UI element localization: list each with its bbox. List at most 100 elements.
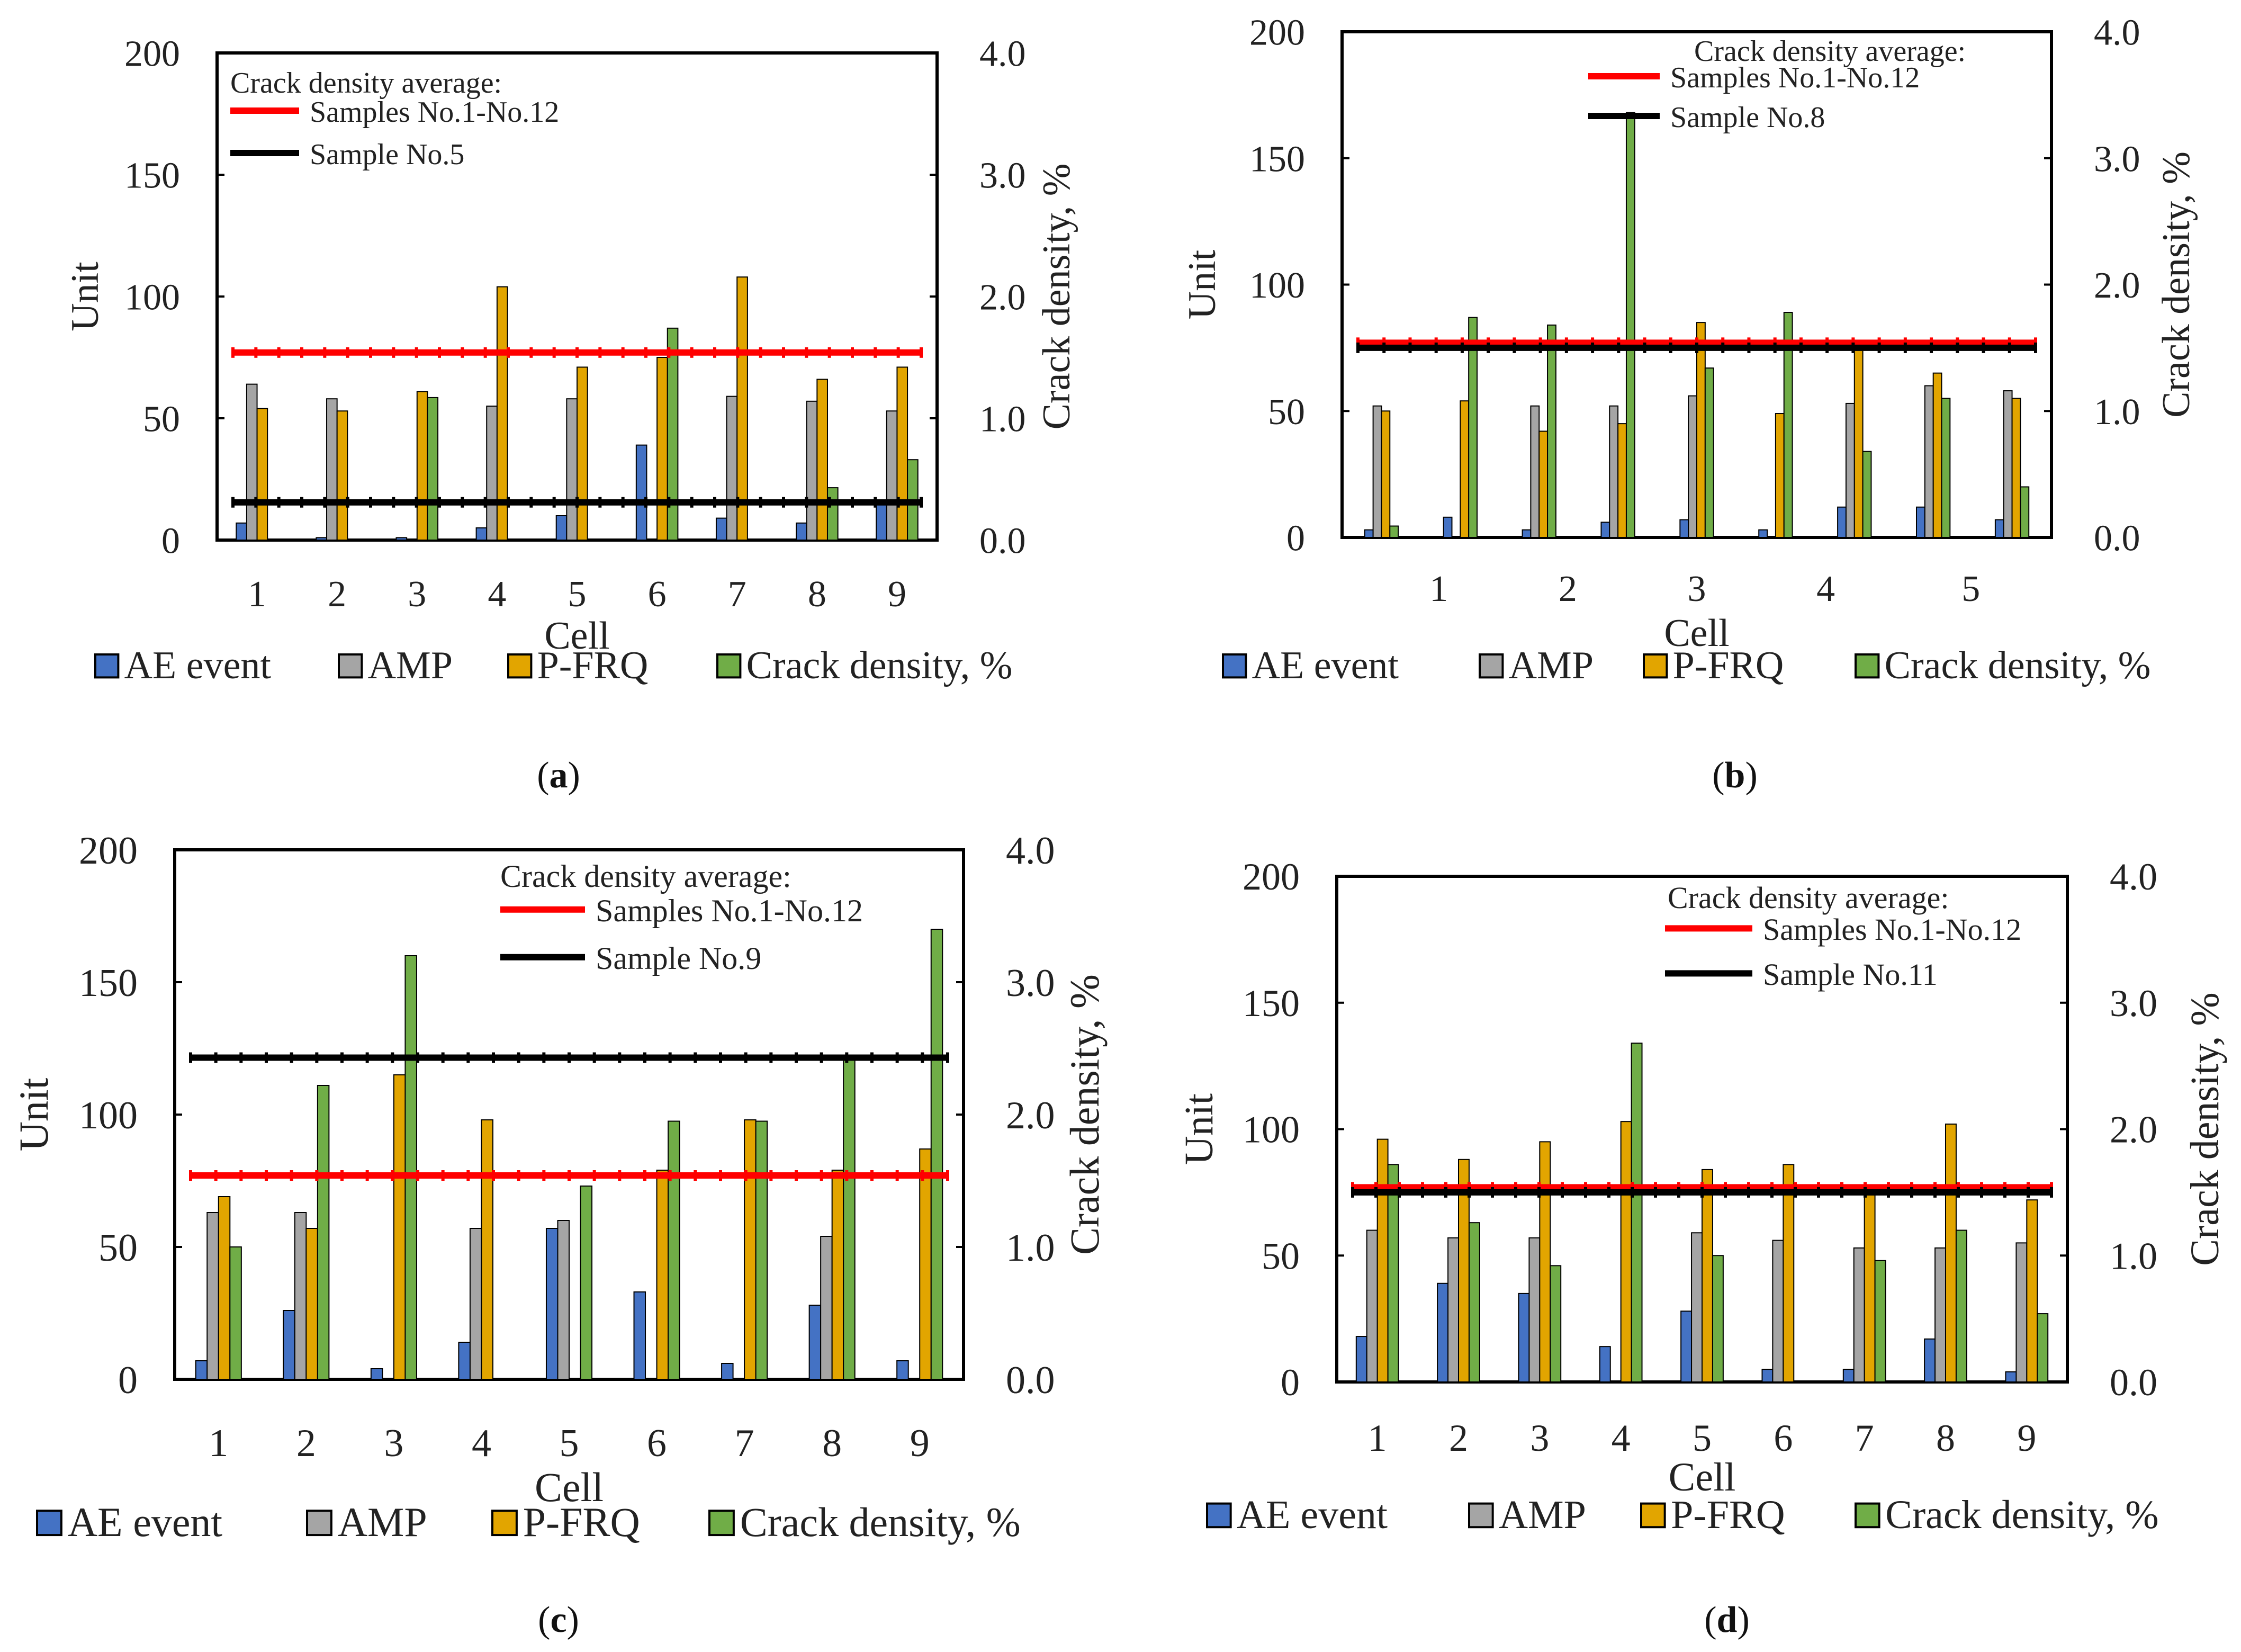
bar-pfrq — [1620, 1121, 1632, 1382]
legend-label-amp: AMP — [1509, 644, 1594, 687]
bar-ae — [876, 503, 887, 541]
y-tick-label: 150 — [124, 156, 180, 196]
bar-amp — [2015, 1242, 2028, 1382]
legend-label-pfrq: P-FRQ — [1673, 644, 1784, 687]
y2-tick-label: 3.0 — [979, 156, 1026, 196]
x-tick-label: 5 — [1961, 569, 1980, 609]
y2-tick-label: 0.0 — [2110, 1361, 2157, 1404]
bar-crack — [1550, 1265, 1562, 1382]
bar-ae — [896, 1360, 909, 1380]
bar-ae — [721, 1363, 734, 1380]
y2-tick-label: 1.0 — [2110, 1235, 2157, 1277]
legend-label-amp: AMP — [338, 1499, 427, 1545]
y-axis-title: Unit — [1181, 249, 1224, 319]
x-tick-label: 9 — [910, 1422, 930, 1465]
y-tick-label: 150 — [1243, 982, 1300, 1025]
y2-tick-label: 3.0 — [2094, 139, 2140, 179]
bar-amp — [1688, 395, 1698, 538]
x-tick-label: 7 — [735, 1422, 754, 1465]
bar-crack — [1704, 367, 1714, 538]
bar-ae — [370, 1368, 383, 1380]
bar-crack — [1547, 324, 1556, 538]
bar-pfrq — [816, 379, 828, 541]
avg-legend-label: Samples No.1-No.12 — [596, 893, 863, 928]
x-tick-label: 1 — [248, 574, 266, 615]
bar-pfrq — [736, 276, 748, 541]
bar-amp — [1924, 385, 1934, 538]
y-tick-label: 200 — [124, 34, 180, 75]
bar-crack — [667, 327, 679, 541]
x-axis-title: Cell — [1669, 1455, 1736, 1500]
bar-crack — [826, 487, 839, 541]
legend-label-ae: AE event — [124, 644, 272, 687]
bar-pfrq — [1853, 349, 1864, 538]
panel-caption-d: (d) — [1704, 1600, 1750, 1640]
y2-tick-label: 1.0 — [2094, 392, 2140, 433]
legend-swatch-ae — [36, 1510, 62, 1537]
bar-ae — [1842, 1369, 1855, 1382]
bar-amp — [886, 410, 898, 541]
x-tick-label: 8 — [1936, 1417, 1955, 1459]
legend-swatch-ae — [1222, 653, 1247, 679]
x-axis-title: Cell — [544, 614, 609, 658]
y-tick-label: 100 — [79, 1094, 138, 1137]
bar-crack — [755, 1120, 768, 1380]
bar-ae — [236, 522, 247, 541]
x-tick-label: 5 — [1693, 1417, 1712, 1459]
y-tick-label: 50 — [143, 399, 180, 440]
bar-amp — [1528, 1237, 1541, 1382]
bar-pfrq — [831, 1170, 844, 1380]
x-tick-label: 5 — [568, 574, 587, 615]
y2-tick-label: 2.0 — [2094, 265, 2140, 306]
bar-ae — [1518, 1292, 1530, 1382]
legend-label-crack: Crack density, % — [740, 1499, 1021, 1545]
bar-pfrq — [336, 410, 348, 541]
bar-amp — [726, 396, 738, 541]
y2-tick-label: 0.0 — [1006, 1359, 1055, 1402]
bar-pfrq — [1864, 1191, 1876, 1382]
bar-pfrq — [218, 1196, 231, 1380]
x-tick-label: 4 — [488, 574, 506, 615]
legend-label-ae: AE event — [1252, 644, 1399, 687]
bar-amp — [469, 1228, 482, 1380]
bar-ae — [545, 1228, 559, 1380]
x-tick-label: 2 — [296, 1422, 316, 1465]
x-tick-label: 2 — [1449, 1417, 1468, 1459]
bar-crack — [668, 1120, 680, 1380]
x-tick-label: 1 — [209, 1422, 228, 1465]
bar-amp — [820, 1236, 833, 1380]
avg-legend-label: Samples No.1-No.12 — [1763, 912, 2021, 947]
bar-ae — [796, 522, 807, 541]
bar-crack — [1874, 1260, 1886, 1382]
x-tick-label: 2 — [328, 574, 346, 615]
x-tick-label: 4 — [472, 1422, 491, 1465]
legend-swatch-amp — [306, 1510, 332, 1537]
y-tick-label: 150 — [1249, 139, 1305, 179]
bar-pfrq — [1538, 430, 1549, 538]
bar-pfrq — [656, 1170, 669, 1380]
bar-amp — [557, 1220, 570, 1380]
bar-ae — [808, 1305, 822, 1380]
bar-amp — [246, 383, 258, 541]
x-axis-title: Cell — [1664, 612, 1729, 655]
bar-pfrq — [896, 366, 908, 541]
bar-ae — [1758, 529, 1768, 538]
bar-ae — [1364, 529, 1374, 538]
bar-amp — [1366, 1229, 1378, 1382]
bar-amp — [1447, 1237, 1459, 1382]
bar-ae — [395, 537, 408, 541]
bar-amp — [566, 398, 578, 541]
bar-ae — [316, 537, 328, 541]
bar-amp — [2003, 390, 2013, 538]
bar-pfrq — [2026, 1199, 2038, 1382]
bar-pfrq — [1381, 410, 1391, 538]
bar-crack — [2037, 1313, 2049, 1383]
bar-pfrq — [577, 366, 588, 541]
y-tick-label: 200 — [1249, 13, 1305, 53]
y-axis-title: Unit — [64, 262, 107, 331]
bar-crack — [1862, 451, 1872, 538]
y2-axis-title: Crack density, % — [1061, 974, 1108, 1255]
x-tick-label: 9 — [888, 574, 906, 615]
bar-crack — [1941, 398, 1951, 538]
legend-swatch-pfrq — [1643, 653, 1668, 679]
